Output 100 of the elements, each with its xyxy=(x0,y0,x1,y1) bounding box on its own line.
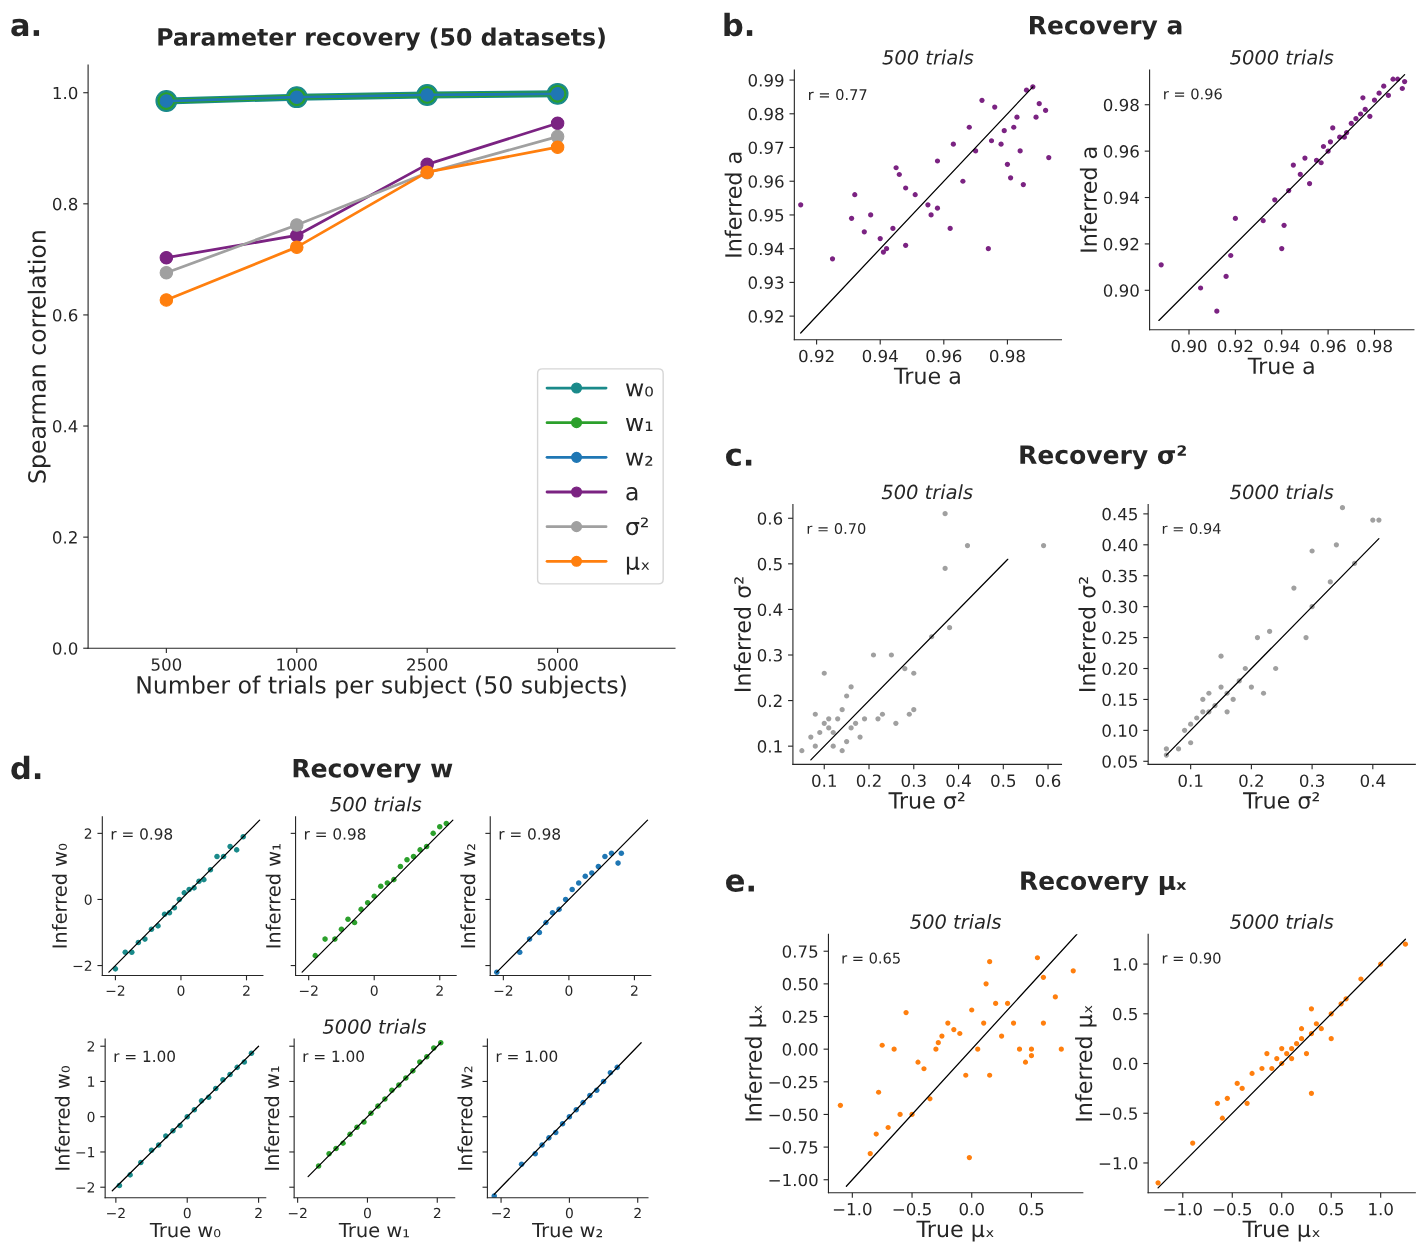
x-tick-label: −2 xyxy=(288,1207,307,1219)
y-tick-label: −2 xyxy=(76,1182,95,1193)
text: Recovery w xyxy=(293,759,453,783)
text: a. xyxy=(11,18,40,37)
x-tick-label: 0.98 xyxy=(1357,339,1392,353)
point xyxy=(1330,125,1336,131)
point xyxy=(821,670,827,676)
y-tick-label: 0.96 xyxy=(1103,145,1139,158)
point xyxy=(906,711,912,717)
point xyxy=(868,212,874,218)
text: Recovery σ² xyxy=(1020,445,1186,470)
point xyxy=(1155,1180,1161,1186)
x-axis-title: True a xyxy=(893,367,960,385)
point xyxy=(883,246,890,252)
point xyxy=(1206,690,1212,696)
point xyxy=(951,1026,957,1033)
x-axis-title: True w₁ xyxy=(338,1222,409,1238)
point xyxy=(857,734,863,740)
point xyxy=(934,205,941,211)
point xyxy=(1358,976,1364,982)
point xyxy=(615,860,621,866)
point xyxy=(829,256,836,262)
point xyxy=(1036,101,1042,107)
point xyxy=(1040,543,1047,549)
y-tick-label: 0.50 xyxy=(782,977,818,991)
x-axis-title: Number of trials per subject (50 subjects) xyxy=(137,675,626,699)
point xyxy=(404,857,410,863)
y-tick-label: 0.4 xyxy=(757,603,783,616)
y-tick-label: −0.5 xyxy=(1099,1107,1137,1120)
x-tick-label: −2 xyxy=(492,1207,510,1219)
point xyxy=(925,202,931,208)
point xyxy=(983,981,989,987)
x-tick-label: −1.0 xyxy=(1164,1202,1202,1216)
x-tick-label: 500 xyxy=(151,658,182,671)
point xyxy=(1254,634,1261,641)
point xyxy=(896,171,902,178)
point xyxy=(848,215,855,221)
x-tick-label: 0 xyxy=(565,1207,573,1219)
y-tick-label: −0.25 xyxy=(769,1075,818,1089)
y-tick-label: 1.0 xyxy=(53,86,78,100)
text: c. xyxy=(726,448,752,466)
chart-title: 5000 trials xyxy=(322,1018,427,1034)
point xyxy=(1259,1065,1265,1072)
point xyxy=(1239,1085,1245,1091)
x-tick-label: 1.0 xyxy=(1369,1202,1393,1216)
x-tick-label: 0.4 xyxy=(946,774,971,788)
point xyxy=(1040,974,1046,980)
legend-label: w₂ xyxy=(625,452,653,466)
y-tick-label: 1.0 xyxy=(1113,958,1138,971)
y-tick-label: 0.94 xyxy=(1103,191,1139,205)
point xyxy=(830,729,836,736)
x-tick-label: 0.0 xyxy=(1269,1202,1294,1216)
point xyxy=(987,959,993,965)
point xyxy=(942,565,948,571)
point xyxy=(1046,155,1052,161)
x-tick-label: 2 xyxy=(255,1207,262,1219)
point xyxy=(1269,1065,1275,1072)
point xyxy=(322,936,328,942)
point xyxy=(550,116,565,131)
point xyxy=(1309,548,1315,554)
point xyxy=(1279,245,1285,252)
y-tick-label: 0 xyxy=(87,1111,95,1123)
point xyxy=(290,240,304,254)
point xyxy=(1001,128,1007,134)
x-tick-label: 2 xyxy=(634,1207,641,1219)
x-tick-label: 0.0 xyxy=(959,1202,984,1216)
x-tick-label: −0.5 xyxy=(1213,1202,1252,1216)
y-tick-label: −2 xyxy=(73,960,92,971)
x-tick-label: 0.94 xyxy=(1264,339,1300,353)
chart-title: 5000 trials xyxy=(1230,49,1334,65)
point xyxy=(1194,715,1200,721)
point xyxy=(1267,628,1273,634)
point xyxy=(233,847,240,853)
x-axis-title: True σ² xyxy=(1243,792,1319,809)
x-tick-label: 0.3 xyxy=(1299,774,1325,788)
y-tick-label: 0.5 xyxy=(757,557,782,571)
point xyxy=(550,140,565,154)
point xyxy=(1070,968,1076,974)
point xyxy=(1353,116,1359,122)
point xyxy=(912,192,918,198)
annotation: r = 0.98 xyxy=(304,828,366,840)
y-tick-label: 0.40 xyxy=(1102,538,1138,552)
y-tick-label: 0.93 xyxy=(748,276,784,289)
point xyxy=(966,1154,972,1161)
point xyxy=(957,1030,963,1037)
point xyxy=(436,823,443,830)
y-tick-label: 0.99 xyxy=(748,74,784,87)
point xyxy=(903,242,909,248)
point xyxy=(1190,1140,1196,1146)
point xyxy=(1200,696,1206,703)
point xyxy=(921,1066,927,1072)
point xyxy=(1242,665,1248,672)
point xyxy=(1281,222,1287,228)
point xyxy=(966,124,972,130)
legend-label: w₁ xyxy=(625,418,653,432)
point xyxy=(1188,740,1194,746)
point xyxy=(1273,665,1279,672)
point xyxy=(1399,85,1405,92)
point xyxy=(839,748,845,754)
x-tick-label: 0.2 xyxy=(1239,774,1263,788)
